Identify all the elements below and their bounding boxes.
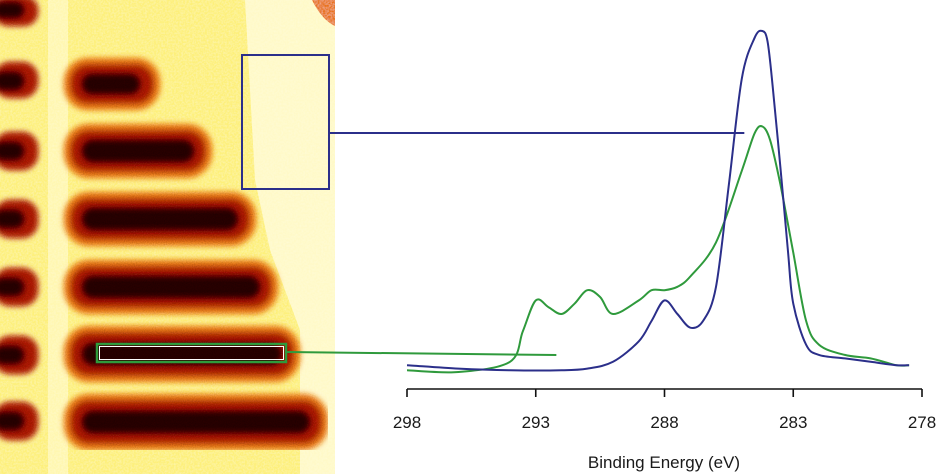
series-layer [406,29,910,374]
region-box-stripe-inner [99,346,284,360]
x-tick-label: 283 [779,413,807,432]
chemical-map-image [0,0,335,474]
x-tick-label: 298 [393,413,421,432]
connector-line-stripe [285,351,557,356]
spectrum-line-0 [406,29,910,372]
map-bright-column [48,0,68,474]
left-core [0,278,24,296]
stripe-core [82,276,260,298]
region-callouts [95,54,745,364]
stripe-core [82,140,194,162]
left-core [0,2,24,18]
left-core [0,142,24,160]
left-core [0,210,24,228]
map-bright-region [245,0,335,474]
x-tick-label: 293 [522,413,550,432]
spectrum-plot: 298 293 288 283 278 Binding Energy (eV) [393,29,936,472]
x-axis-ticks: 298 293 288 283 278 [393,389,936,432]
stripe-core [82,411,310,433]
x-axis-title: Binding Energy (eV) [588,453,740,472]
x-tick-label: 288 [650,413,678,432]
map-corner-spot [312,0,335,26]
region-box-bright[interactable] [241,54,330,190]
spectrum-line-1 [406,125,910,374]
dark-stripes [0,0,328,450]
left-core [0,346,24,364]
x-tick-label: 278 [908,413,936,432]
left-core [0,412,24,430]
stripe-core [82,74,140,94]
stripe-core [82,208,238,230]
left-core [0,72,24,90]
